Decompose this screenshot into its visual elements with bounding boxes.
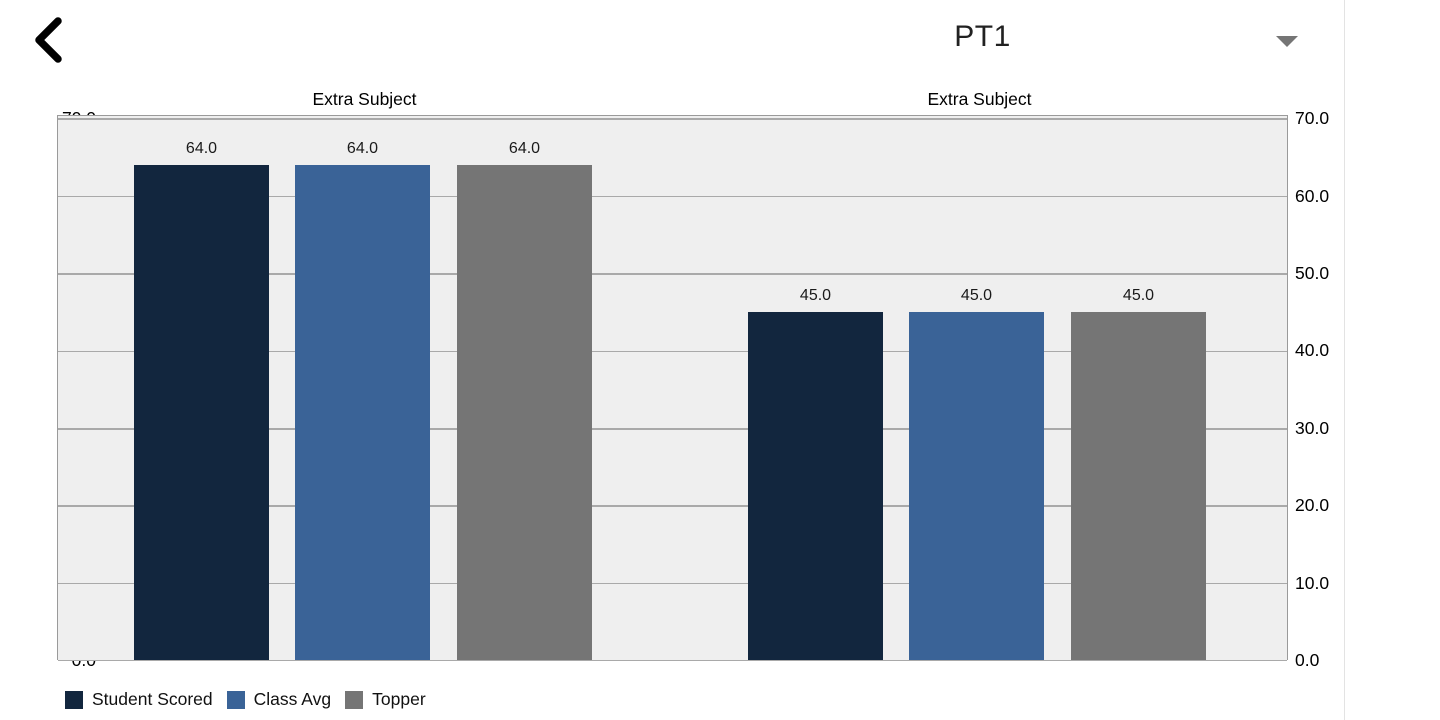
y-tick-label: 70.0 xyxy=(1295,108,1330,129)
bar-student-scored[interactable] xyxy=(748,311,883,660)
bar-chart-right-plot: 45.0 45.0 45.0 xyxy=(672,115,1288,661)
bar-student-scored[interactable] xyxy=(134,164,269,660)
y-tick-label: 20.0 xyxy=(1295,495,1330,516)
y-tick-label: 60.0 xyxy=(1295,185,1330,206)
legend-item-topper: Topper xyxy=(345,689,426,710)
legend-item-student-scored: Student Scored xyxy=(65,689,213,710)
y-axis-labels-right: 70.0 60.0 50.0 40.0 30.0 20.0 10.0 0.0 xyxy=(1295,108,1355,670)
chart-legend: Student Scored Class Avg Topper xyxy=(65,689,426,710)
bar-topper[interactable] xyxy=(1071,311,1206,660)
bar-value-label: 64.0 xyxy=(508,139,541,157)
bar-class-avg[interactable] xyxy=(295,164,430,660)
bar-value-label: 45.0 xyxy=(1122,286,1155,304)
bar-topper[interactable] xyxy=(457,164,592,660)
dropdown-caret-icon xyxy=(1276,36,1298,47)
legend-swatch-class-avg-icon xyxy=(226,690,245,709)
bar-value-label: 45.0 xyxy=(960,286,993,304)
legend-label-topper: Topper xyxy=(372,689,426,709)
y-tick-label: 40.0 xyxy=(1295,340,1330,361)
chart-title-left: Extra Subject xyxy=(312,89,417,109)
chart-title-right: Extra Subject xyxy=(927,89,1032,109)
system-nav-rail xyxy=(1345,0,1440,720)
bar-class-avg[interactable] xyxy=(909,311,1044,660)
y-tick-label: 10.0 xyxy=(1295,572,1330,593)
legend-label-class-avg: Class Avg xyxy=(253,689,332,709)
y-tick-label: 30.0 xyxy=(1295,417,1330,438)
y-tick-label: 0.0 xyxy=(1295,650,1320,670)
bar-value-label: 45.0 xyxy=(799,286,832,304)
bar-value-label: 64.0 xyxy=(185,139,218,157)
gridline-70.0 xyxy=(672,118,1287,120)
back-button[interactable] xyxy=(24,12,74,68)
exam-selector-dropdown[interactable]: PT1 xyxy=(900,16,1312,66)
gridline-0.0 xyxy=(672,659,1287,661)
nav-rail-divider xyxy=(1344,0,1345,720)
gridline-0.0 xyxy=(58,659,672,661)
bar-value-label: 64.0 xyxy=(346,139,379,157)
gridline-50.0 xyxy=(672,273,1287,275)
legend-item-class-avg: Class Avg xyxy=(226,689,332,710)
bar-chart-left-plot: 64.0 64.0 64.0 xyxy=(57,115,673,661)
gridline-70.0 xyxy=(58,118,672,120)
y-axis-labels-left: 70.060.050.040.030.020.010.00.0 xyxy=(0,108,96,670)
y-tick-label: 50.0 xyxy=(1295,262,1330,283)
legend-swatch-topper-icon xyxy=(345,690,364,709)
legend-label-student-scored: Student Scored xyxy=(92,689,213,709)
legend-swatch-student-scored-icon xyxy=(65,690,83,709)
exam-selector-value: PT1 xyxy=(954,20,1011,53)
back-arrow-icon xyxy=(35,17,62,63)
gridline-60.0 xyxy=(672,195,1287,198)
